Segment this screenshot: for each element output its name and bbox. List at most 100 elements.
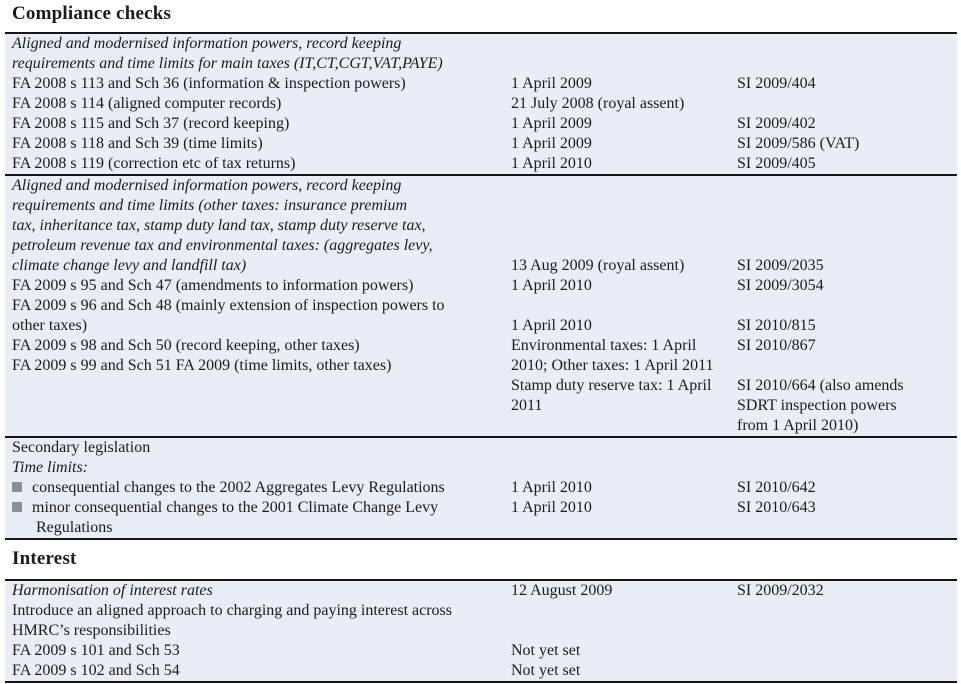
si-reference-cell: SI 2010/815: [737, 317, 816, 334]
si-reference-cell: [737, 518, 957, 538]
si-reference-cell: [737, 54, 957, 74]
section-heading: Compliance checks: [12, 3, 172, 24]
si-reference-cell: [737, 621, 957, 641]
table-line: 2011 SDRT inspection powers: [5, 396, 957, 416]
si-reference-cell: [737, 438, 957, 458]
table-line: FA 2008 s 119 (correction etc of tax ret…: [5, 154, 957, 174]
commencement-date-cell: [511, 196, 737, 216]
provision-text: requirements and time limits (other taxe…: [12, 197, 408, 214]
si-reference-cell: SI 2009/402: [737, 115, 816, 132]
provision-cell: tax, inheritance tax, stamp duty land ta…: [5, 216, 511, 236]
si-reference-cell: [737, 94, 957, 114]
provision-text: FA 2008 s 115 and Sch 37 (record keeping…: [12, 115, 290, 132]
provision-cell: petroleum revenue tax and environmental …: [5, 236, 511, 256]
si-reference-cell: [737, 641, 957, 661]
commencement-date-cell: 12 August 2009: [511, 582, 613, 599]
horizontal-rule: [5, 579, 957, 581]
provision-cell: FA 2008 s 118 and Sch 39 (time limits): [5, 134, 511, 154]
si-reference-cell: SI 2009/3054: [737, 277, 824, 294]
provision-cell: [5, 396, 511, 416]
provision-cell: FA 2009 s 98 and Sch 50 (record keeping,…: [5, 336, 511, 356]
commencement-date-cell: 1 April 2010: [511, 499, 592, 516]
main-taxes-block: Aligned and modernised information power…: [5, 34, 957, 174]
horizontal-rule: [5, 681, 957, 683]
provision-text: FA 2008 s 119 (correction etc of tax ret…: [12, 155, 296, 172]
provision-cell: FA 2009 s 99 and Sch 51 FA 2009 (time li…: [5, 356, 511, 376]
commencement-date-cell: 1 April 2010: [511, 479, 592, 496]
si-reference-cell: [737, 458, 957, 478]
provision-text: Secondary legislation: [12, 439, 151, 456]
provision-cell: FA 2008 s 114 (aligned computer records): [5, 94, 511, 114]
si-reference-cell: SI 2009/404: [737, 75, 816, 92]
bullet-square-icon: [12, 502, 22, 512]
table-line: FA 2009 s 98 and Sch 50 (record keeping,…: [5, 336, 957, 356]
si-reference-cell: SI 2010/664 (also amends: [737, 377, 904, 394]
table-line: minor consequential changes to the 2001 …: [5, 498, 957, 518]
commencement-date-cell: Not yet set: [511, 662, 581, 679]
table-line: Harmonisation of interest rates 12 August…: [5, 581, 957, 601]
commencement-date-cell: Stamp duty reserve tax: 1 April: [511, 377, 712, 394]
commencement-date-cell: 1 April 2009: [511, 115, 592, 132]
commencement-date-cell: [511, 458, 737, 478]
provision-text: FA 2009 s 101 and Sch 53: [12, 642, 180, 659]
table-line: FA 2008 s 113 and Sch 36 (information & …: [5, 74, 957, 94]
provision-text: climate change levy and landfill tax): [12, 257, 247, 274]
table-line: requirements and time limits (other taxe…: [5, 196, 957, 216]
si-reference-cell: SI 2010/867: [737, 337, 816, 354]
provision-text: Introduce an aligned approach to chargin…: [12, 602, 452, 619]
horizontal-rule: [5, 436, 957, 438]
commencement-date-cell: [511, 216, 737, 236]
si-reference-cell: [737, 661, 957, 681]
table-line: Introduce an aligned approach to chargin…: [5, 601, 957, 621]
si-reference-cell: [737, 176, 957, 196]
si-reference-cell: [737, 196, 957, 216]
provision-cell: Secondary legislation: [5, 438, 511, 458]
horizontal-rule: [5, 32, 957, 34]
secondary-legislation-block: Secondary legislation Time limits: consequ…: [5, 438, 957, 538]
provision-text: tax, inheritance tax, stamp duty land ta…: [12, 217, 426, 234]
provision-cell: Aligned and modernised information power…: [5, 34, 511, 54]
provision-cell: requirements and time limits (other taxe…: [5, 196, 511, 216]
table-line: other taxes) 1 April 2010 SI 2010/815: [5, 316, 957, 336]
provision-cell: FA 2008 s 115 and Sch 37 (record keeping…: [5, 114, 511, 134]
si-reference-cell: SDRT inspection powers: [737, 397, 897, 414]
commencement-date-cell: 1 April 2010: [511, 317, 592, 334]
provision-cell: FA 2009 s 102 and Sch 54: [5, 661, 511, 681]
provision-text: FA 2009 s 96 and Sch 48 (mainly extensio…: [12, 297, 445, 314]
si-reference-cell: SI 2010/643: [737, 499, 816, 516]
commencement-date-cell: 1 April 2009: [511, 75, 592, 92]
table-line: requirements and time limits for main ta…: [5, 54, 957, 74]
provision-text: Aligned and modernised information power…: [12, 177, 402, 194]
commencement-date-cell: [511, 176, 737, 196]
provision-cell: Introduce an aligned approach to chargin…: [5, 601, 511, 621]
provision-text: consequential changes to the 2002 Aggreg…: [32, 479, 445, 496]
commencement-date-cell: [511, 438, 737, 458]
commencement-date-cell: [511, 236, 737, 256]
provision-cell: FA 2009 s 95 and Sch 47 (amendments to i…: [5, 276, 511, 296]
interest-block: Harmonisation of interest rates 12 August…: [5, 581, 957, 681]
other-taxes-block: Aligned and modernised information power…: [5, 176, 957, 436]
provision-cell: Harmonisation of interest rates: [5, 581, 511, 601]
commencement-date-cell: [511, 518, 737, 538]
table-line: consequential changes to the 2002 Aggreg…: [5, 478, 957, 498]
table-line: Regulations: [5, 518, 957, 538]
si-reference-cell: [737, 34, 957, 54]
si-reference-cell: from 1 April 2010): [737, 417, 859, 434]
commencement-date-cell: [511, 601, 737, 621]
provision-cell: Time limits:: [5, 458, 511, 478]
horizontal-rule: [5, 538, 957, 540]
provision-text: Regulations: [36, 519, 113, 536]
table-line: FA 2008 s 115 and Sch 37 (record keeping…: [5, 114, 957, 134]
si-reference-cell: [737, 601, 957, 621]
table-line: climate change levy and landfill tax) 13 …: [5, 256, 957, 276]
provision-cell: FA 2008 s 113 and Sch 36 (information & …: [5, 74, 511, 94]
provision-cell: [5, 376, 511, 396]
provision-text: petroleum revenue tax and environmental …: [12, 237, 433, 254]
si-reference-cell: SI 2010/642: [737, 479, 816, 496]
table-line: FA 2009 s 95 and Sch 47 (amendments to i…: [5, 276, 957, 296]
table-line: Aligned and modernised information power…: [5, 34, 957, 54]
provision-cell: climate change levy and landfill tax): [5, 256, 511, 276]
si-reference-cell: [737, 236, 957, 256]
commencement-date-cell: [511, 34, 737, 54]
provision-text: FA 2009 s 99 and Sch 51 FA 2009 (time li…: [12, 357, 392, 374]
